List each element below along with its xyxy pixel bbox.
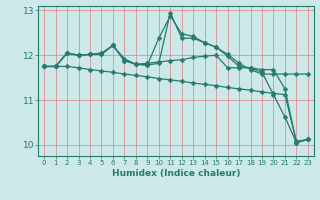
X-axis label: Humidex (Indice chaleur): Humidex (Indice chaleur) [112, 169, 240, 178]
